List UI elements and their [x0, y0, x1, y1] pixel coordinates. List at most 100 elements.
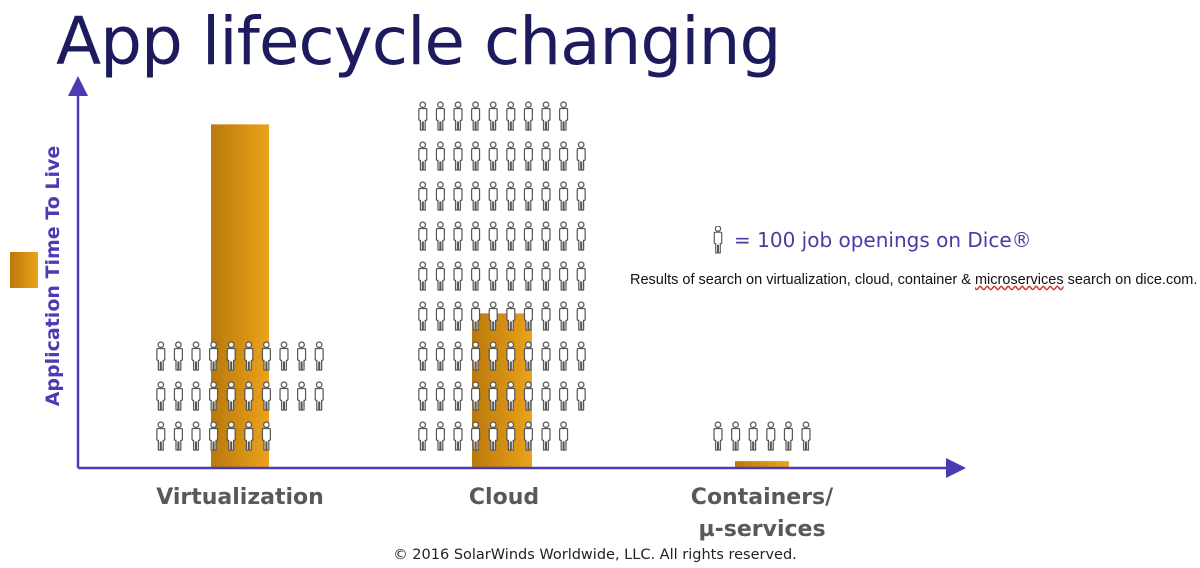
person-icon [435, 421, 445, 451]
person-icon [748, 421, 758, 451]
person-icon [173, 421, 183, 451]
person-icon [783, 421, 793, 451]
person-icon [576, 301, 586, 331]
person-icon [453, 381, 463, 411]
person-icon [506, 421, 516, 451]
person-icon [559, 341, 569, 371]
person-icon [471, 181, 481, 211]
person-icon [418, 301, 428, 331]
person-icon [173, 381, 183, 411]
person-icon [713, 421, 723, 451]
person-icon [471, 221, 481, 251]
person-icon [541, 101, 551, 131]
person-icon [244, 381, 254, 411]
person-icon [261, 381, 271, 411]
person-icon [576, 141, 586, 171]
person-icon [801, 421, 811, 451]
person-icon [576, 341, 586, 371]
person-icon [506, 301, 516, 331]
person-icon [523, 341, 533, 371]
person-icon [576, 261, 586, 291]
person-icon [156, 381, 166, 411]
bar-containers [735, 461, 789, 468]
person-icon [471, 101, 481, 131]
person-icon [541, 341, 551, 371]
category-label-cloud: Cloud [468, 485, 540, 510]
person-icon [435, 181, 445, 211]
person-icon [453, 141, 463, 171]
person-icon [209, 341, 219, 371]
search-note-text: Results of search on virtualization, clo… [630, 272, 975, 288]
person-icon [523, 141, 533, 171]
pictogram-legend-text: = 100 job openings on Dice® [734, 228, 1032, 252]
person-icon [209, 381, 219, 411]
person-icon [453, 261, 463, 291]
person-icon [418, 341, 428, 371]
person-icon [506, 261, 516, 291]
person-icon [541, 381, 551, 411]
person-icon [453, 181, 463, 211]
person-icon [488, 181, 498, 211]
person-icon [766, 421, 776, 451]
person-icon [209, 421, 219, 451]
person-icon [226, 341, 236, 371]
person-icon [713, 226, 723, 254]
person-icon [488, 381, 498, 411]
person-icon [523, 421, 533, 451]
person-icon [488, 261, 498, 291]
person-icon [559, 381, 569, 411]
person-icon [488, 301, 498, 331]
person-icon [226, 381, 236, 411]
person-icon [453, 221, 463, 251]
pictogram-legend: = 100 job openings on Dice® [712, 225, 1032, 255]
person-icon [488, 221, 498, 251]
search-note-text-end: search on dice.com. [1063, 272, 1198, 288]
person-icon [523, 381, 533, 411]
person-icon [453, 101, 463, 131]
person-icon [226, 421, 236, 451]
page-title: App lifecycle changing [56, 3, 781, 80]
person-icon [418, 181, 428, 211]
search-note: Results of search on virtualization, clo… [630, 270, 1198, 290]
person-icon [173, 341, 183, 371]
person-icon [488, 141, 498, 171]
person-icon [471, 341, 481, 371]
person-icon [559, 421, 569, 451]
person-icon [471, 381, 481, 411]
person-icon [191, 341, 201, 371]
person-icon [731, 421, 741, 451]
person-icon [541, 221, 551, 251]
person-icon [559, 101, 569, 131]
person-icon [488, 341, 498, 371]
person-icon [244, 341, 254, 371]
person-icon [576, 381, 586, 411]
person-icon [523, 181, 533, 211]
person-icon [559, 181, 569, 211]
person-icon [418, 381, 428, 411]
person-icon [453, 301, 463, 331]
category-label-containers: Containers/ µ-services [690, 485, 834, 542]
person-icon [559, 221, 569, 251]
person-icon [506, 221, 516, 251]
search-note-underlined: microservices [974, 272, 1064, 288]
person-icon [471, 261, 481, 291]
person-icon [279, 381, 289, 411]
person-icon [471, 301, 481, 331]
bar-virtualization [211, 124, 269, 468]
person-icon [453, 341, 463, 371]
person-icon [506, 341, 516, 371]
person-icon [244, 421, 254, 451]
person-icon [471, 421, 481, 451]
person-icon [435, 141, 445, 171]
person-icon [435, 341, 445, 371]
person-icon [576, 221, 586, 251]
person-icon [314, 341, 324, 371]
bar-legend-swatch [10, 252, 38, 288]
person-icon [506, 381, 516, 411]
person-icon [488, 421, 498, 451]
person-icon [297, 341, 307, 371]
person-icon [418, 221, 428, 251]
person-icon [559, 261, 569, 291]
person-icon [506, 141, 516, 171]
